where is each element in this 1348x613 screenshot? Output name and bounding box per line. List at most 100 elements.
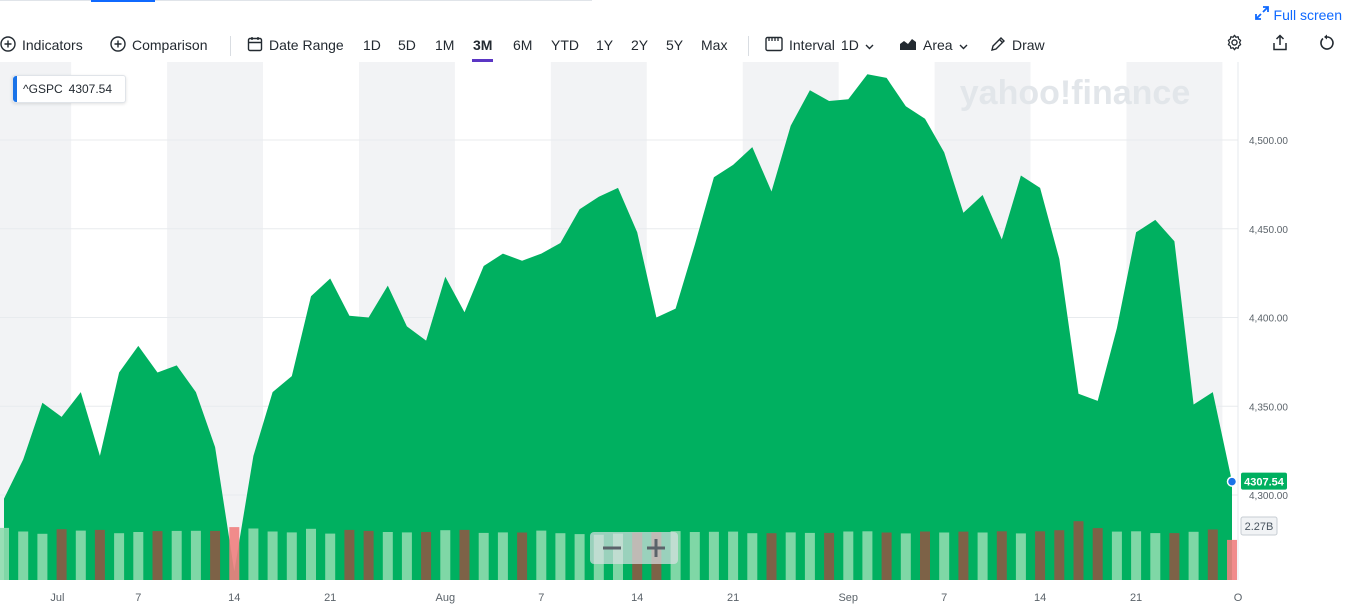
volume-bar [1054,530,1065,580]
last-price-label: 4307.54 [1244,477,1285,489]
ticker-price: 4307.54 [68,82,113,96]
fullscreen-button[interactable]: Full screen [1254,6,1342,23]
y-tick-label: 4,300.00 [1249,491,1288,502]
fullscreen-label: Full screen [1273,6,1342,23]
x-tick-label: 7 [538,592,544,604]
plus-circle-icon [0,35,16,55]
chevron-down-icon [865,37,874,53]
comparison-button[interactable]: Comparison [110,30,207,60]
volume-bar [920,531,930,580]
volume-bar [497,532,508,580]
x-tick-label: Aug [436,592,456,604]
yahoo-finance-watermark: yahoo!finance [960,74,1190,112]
volume-bar [18,531,29,580]
volume-bar [1150,533,1161,580]
toolbar-divider [230,36,231,56]
volume-bar [747,533,758,580]
interval-dropdown[interactable]: Interval 1D [765,30,874,60]
volume-bar [229,527,240,580]
volume-bar [248,528,259,580]
range-max[interactable]: Max [701,37,728,53]
series-color-swatch [13,76,17,102]
zoom-out-button[interactable] [590,532,634,564]
volume-bar [0,527,9,580]
range-1d[interactable]: 1D [363,37,381,53]
volume-bar [325,533,336,580]
candle-interval-icon [765,36,783,55]
volume-bar [862,531,873,580]
volume-bar [133,532,144,580]
reset-icon [1319,34,1335,56]
volume-bar [1188,531,1199,580]
last-volume-label: 2.27B [1245,521,1274,533]
draw-button[interactable]: Draw [990,30,1045,60]
volume-bar [689,532,700,580]
volume-bar [401,532,412,580]
volume-bar [1111,531,1122,580]
price-area-series [4,74,1232,581]
last-price-dot [1226,476,1238,487]
volume-bar [881,532,892,580]
range-3m[interactable]: 3M [471,30,494,62]
volume-bar [766,533,777,580]
y-tick-label: 4,450.00 [1249,225,1288,236]
volume-bar [1073,521,1084,580]
volume-bars [0,521,1237,580]
volume-bar [555,533,566,580]
x-tick-label: 14 [1034,592,1046,604]
x-tick-label: 14 [228,592,240,604]
price-chart[interactable]: yahoo!finance 4,300.004,350.004,400.004,… [0,62,1348,613]
volume-bar [1207,529,1218,580]
volume-bar [996,531,1007,580]
x-tick-label: Jul [50,592,64,604]
volume-bar [94,529,105,580]
x-tick-label: 7 [135,592,141,604]
date-range-label: Date Range [269,37,344,53]
x-tick-label: 21 [1130,592,1142,604]
x-tick-label: 21 [727,592,739,604]
volume-bar [56,529,67,580]
range-1m[interactable]: 1M [435,37,455,53]
volume-bar [306,528,316,580]
comparison-label: Comparison [132,37,208,53]
y-axis-labels: 4,300.00 4,350.00 4,400.00 4,450.00 4,500.00 [1249,136,1288,502]
volume-bar [114,533,125,580]
volume-bar [344,529,355,580]
indicators-button[interactable]: Indicators [0,30,83,60]
share-icon [1272,34,1288,56]
volume-bar [824,532,835,580]
chart-type-dropdown[interactable]: Area [899,30,968,60]
ticker-legend[interactable]: ^GSPC 4307.54 [12,75,127,103]
volume-bar [478,532,489,580]
reset-button[interactable] [1317,34,1337,56]
volume-bar [152,531,163,580]
y-tick-label: 4,400.00 [1249,314,1288,325]
last-volume-box [1240,516,1278,536]
plus-circle-icon [110,35,126,55]
volume-bar [517,532,528,580]
last-price-marker: 4307.54 [1226,472,1287,490]
x-axis-labels: Jul 7 14 21 Aug 7 14 21 Sep 7 14 21 O [50,592,1242,604]
range-1y[interactable]: 1Y [596,37,614,53]
volume-bar [190,530,201,580]
zoom-in-button[interactable] [634,532,678,564]
volume-bar [900,533,911,580]
range-5y[interactable]: 5Y [666,37,684,53]
range-ytd[interactable]: YTD [551,37,579,53]
volume-bar [939,532,950,580]
volume-bar [210,530,221,580]
range-6m[interactable]: 6M [513,37,533,53]
interval-label: Interval [789,37,835,53]
date-range-button[interactable]: Date Range [247,30,344,60]
share-button[interactable] [1270,34,1290,56]
settings-button[interactable] [1224,34,1244,55]
volume-bar [708,531,719,580]
volume-bar [1015,533,1026,580]
last-volume-marker: 2.27B [1240,516,1278,536]
draw-label: Draw [1012,37,1045,53]
volume-bar [440,530,451,580]
range-2y[interactable]: 2Y [631,37,649,53]
toolbar-divider [748,36,749,56]
range-5d[interactable]: 5D [398,37,416,53]
volume-bar [171,530,182,580]
